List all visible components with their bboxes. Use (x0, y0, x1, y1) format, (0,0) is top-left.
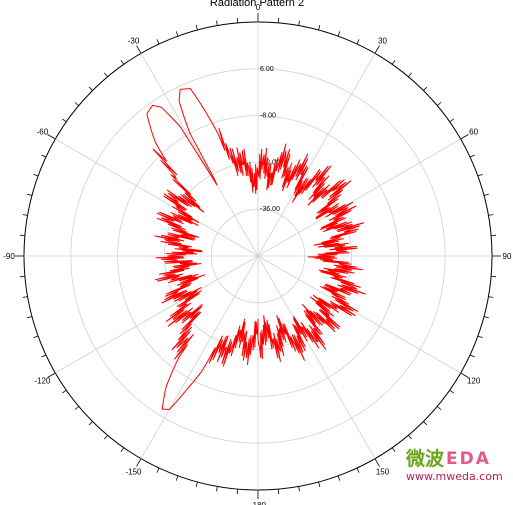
angle-tick (156, 39, 160, 45)
chart-title: Radiation Pattern 2 (210, 0, 304, 9)
series-line (146, 88, 366, 410)
radial-tick-label: 6.00 (260, 66, 274, 73)
angle-tick-labels: 0 30 60 90 120 150 -180 -150 -120 -90 -60 -30 (3, 3, 512, 505)
angle-tick (47, 372, 56, 378)
angle-tick (318, 481, 321, 487)
radial-tick-label: -36.00 (260, 206, 280, 213)
watermark-url: www.mweda.com (406, 470, 503, 483)
angle-tick (477, 173, 483, 177)
angle-tick-label: -60 (37, 128, 49, 137)
angle-tick (423, 86, 428, 91)
angle-tick (120, 59, 125, 65)
angle-tick (88, 86, 93, 91)
angle-tick (460, 134, 469, 140)
angle-tick (318, 25, 321, 31)
angle-tick (469, 354, 475, 358)
angle-tick-label: 30 (378, 36, 387, 45)
angle-tick (22, 296, 28, 298)
angle-tick (175, 475, 179, 481)
grid-spoke (55, 138, 259, 257)
grid-spoke (140, 255, 259, 459)
grid-spoke (257, 255, 461, 374)
angle-tick (22, 214, 28, 216)
angle-tick (33, 173, 39, 177)
angle-tick (356, 467, 360, 473)
grid-spoke (257, 138, 461, 257)
angle-tick (423, 421, 428, 426)
angle-tick (477, 335, 483, 339)
angle-tick (61, 118, 67, 123)
angle-tick (175, 31, 179, 37)
angle-tick (337, 475, 341, 481)
angle-tick (449, 118, 455, 123)
angle-tick (136, 458, 142, 467)
angle-tick (469, 154, 475, 158)
angle-tick (298, 486, 300, 492)
angle-tick (391, 447, 396, 453)
angle-tick (120, 447, 125, 453)
angle-tick (41, 154, 47, 158)
angle-tick (216, 486, 218, 492)
watermark: 微波 EDA www.mweda.com (405, 447, 503, 483)
angle-tick-label: -30 (128, 36, 140, 45)
angle-tick (104, 434, 108, 440)
grid-spoke (257, 255, 376, 459)
radial-tick-label: -8.00 (260, 113, 276, 120)
angle-tick-label: -120 (34, 377, 51, 386)
angle-tick-label: 120 (467, 377, 481, 386)
angle-tick (27, 316, 33, 319)
grid-spoke (140, 53, 259, 257)
angle-tick (104, 72, 108, 78)
angle-tick (33, 335, 39, 339)
angle-tick (74, 406, 80, 410)
angle-tick (356, 39, 360, 45)
angle-tick (136, 45, 142, 54)
angle-tick (391, 59, 396, 65)
angle-tick (483, 193, 489, 196)
angle-tick-label: 0 (256, 3, 261, 12)
grid-spoke (55, 255, 259, 374)
watermark-cn-text: 微波 (405, 447, 445, 470)
angle-tick (195, 481, 198, 487)
angle-tick (488, 296, 494, 298)
angle-tick (449, 389, 455, 394)
angle-tick (88, 421, 93, 426)
radial-tick-label: -22.00 (260, 159, 280, 166)
angle-tick (41, 354, 47, 358)
angle-tick (488, 214, 494, 216)
angle-tick (74, 102, 80, 106)
angle-tick-label: -90 (3, 252, 15, 261)
angle-tick-label: -150 (125, 468, 142, 477)
angle-tick (156, 467, 160, 473)
angle-tick (61, 389, 67, 394)
watermark-eda-text: EDA (446, 449, 491, 469)
radial-tick-labels: 6.00 -8.00 -22.00 -36.00 (260, 66, 280, 213)
grid-spoke (257, 53, 376, 257)
angle-tick (436, 102, 442, 106)
angle-tick-label: 150 (376, 468, 390, 477)
angle-tick-label: 60 (469, 128, 478, 137)
angle-tick (460, 372, 469, 378)
angle-tick (483, 316, 489, 319)
angle-tick (374, 458, 380, 467)
angle-tick (47, 134, 56, 140)
angle-ticks (15, 13, 501, 499)
polar-grid (23, 21, 493, 491)
series-layer (146, 88, 366, 410)
angle-tick (408, 434, 412, 440)
angle-tick (374, 45, 380, 54)
angle-tick (298, 20, 300, 26)
angle-tick (436, 406, 442, 410)
angle-tick-label: -180 (250, 501, 267, 505)
angle-tick (195, 25, 198, 31)
angle-tick-label: 90 (503, 252, 512, 261)
angle-tick (27, 193, 33, 196)
angle-tick (216, 20, 218, 26)
angle-tick (337, 31, 341, 37)
angle-tick (408, 72, 412, 78)
